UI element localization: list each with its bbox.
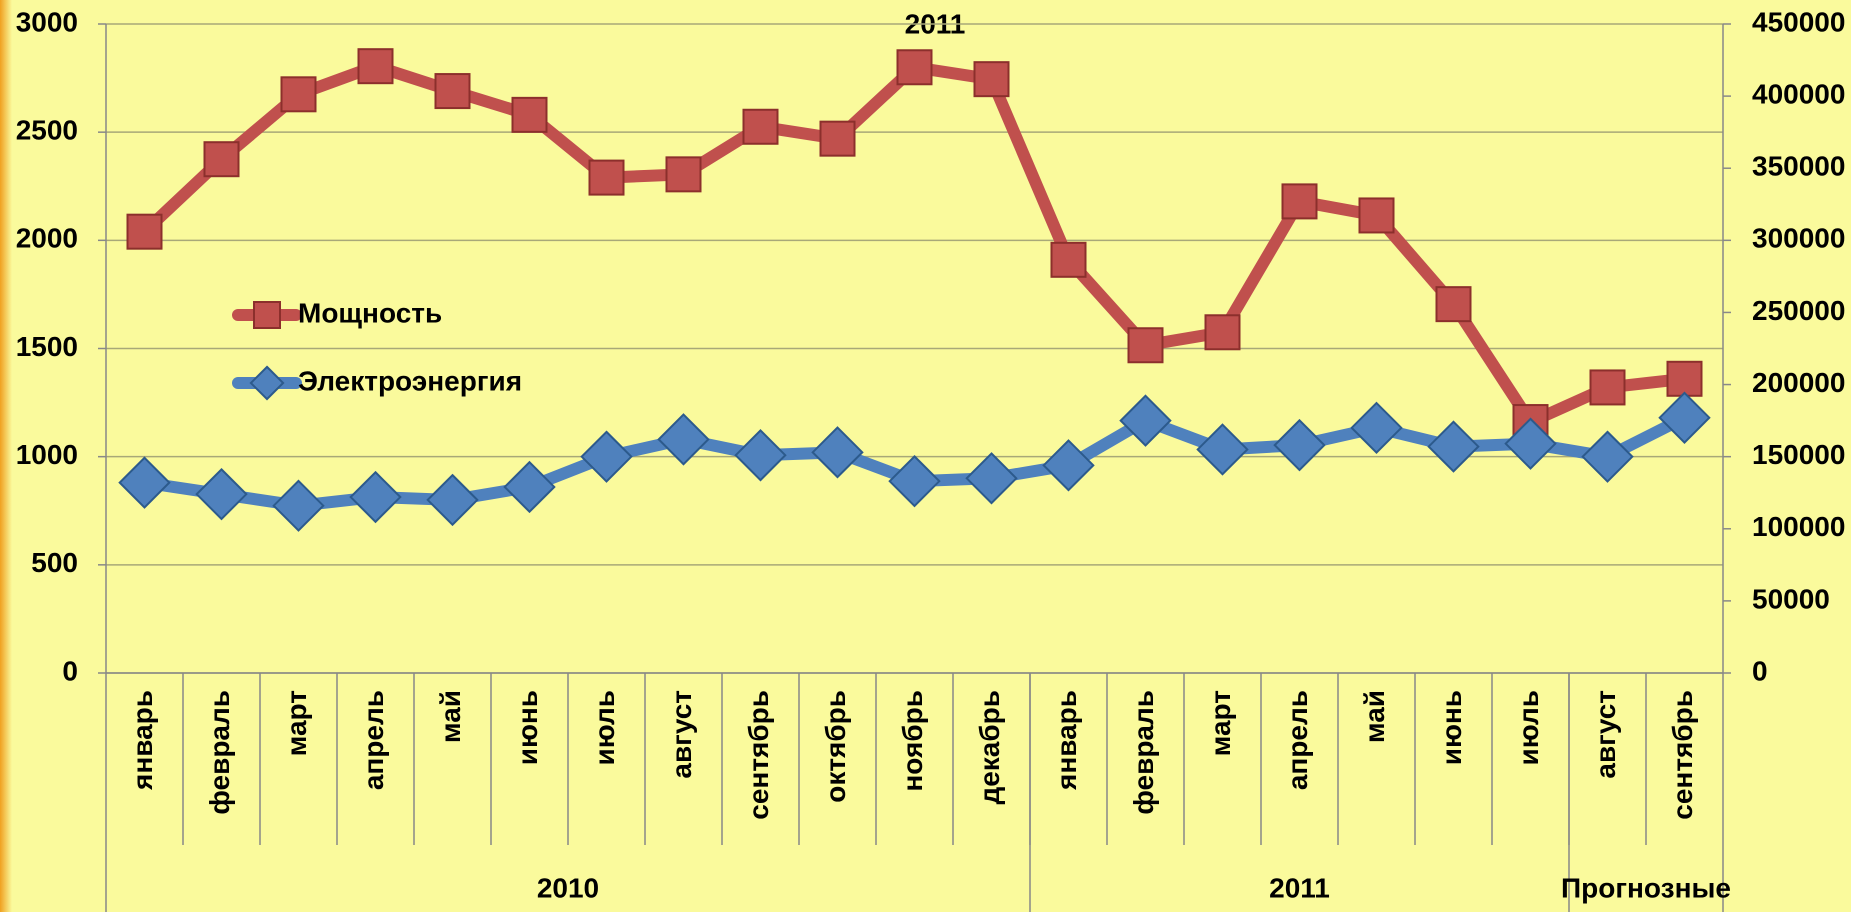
data-point [1196, 423, 1249, 476]
data-point [1658, 391, 1711, 444]
data-point [118, 456, 171, 509]
x-tick-label: январь [127, 690, 158, 791]
data-point [195, 467, 248, 521]
x-tick-label: февраль [204, 690, 235, 815]
data-point [819, 120, 856, 157]
data-point [434, 73, 471, 110]
x-tick-label: март [281, 690, 312, 756]
x-tick-label: июль [1513, 690, 1544, 765]
x-tick-label: апрель [1282, 690, 1313, 790]
x-tick-label: апрель [358, 690, 389, 790]
legend-label: Мощность [298, 297, 442, 328]
y2-tick-label: 300000 [1752, 223, 1845, 254]
x-tick-label: октябрь [820, 690, 851, 803]
group-label: Прогнозные [1561, 872, 1731, 903]
data-point [203, 141, 240, 178]
group-label: 2010 [537, 872, 599, 903]
data-point [734, 429, 787, 482]
data-point [665, 156, 702, 193]
x-tick-label: август [1590, 690, 1621, 779]
y-tick-label: 3000 [16, 6, 78, 37]
y-tick-label: 2000 [16, 223, 78, 254]
data-point [1666, 360, 1703, 397]
group-label: 2011 [1269, 872, 1330, 903]
data-point [503, 460, 556, 514]
x-tick-label: январь [1051, 690, 1082, 791]
data-point [349, 470, 402, 524]
data-point [1504, 417, 1557, 470]
data-point [1042, 439, 1095, 492]
x-tick-label: декабрь [974, 690, 1005, 805]
data-point [973, 61, 1010, 98]
data-point [1127, 327, 1164, 364]
x-tick-label: март [1205, 690, 1236, 756]
y-tick-label: 1000 [16, 439, 78, 470]
x-tick-label: сентябрь [743, 690, 774, 820]
data-point [1427, 420, 1480, 473]
x-tick-label: февраль [1128, 690, 1159, 815]
data-point [580, 430, 633, 483]
x-tick-label: июнь [1436, 690, 1467, 765]
y2-tick-label: 350000 [1752, 151, 1845, 182]
legend-marker [253, 301, 281, 329]
x-tick-label: ноябрь [897, 690, 928, 792]
data-point [1281, 183, 1318, 220]
y2-tick-label: 200000 [1752, 367, 1845, 398]
y-tick-label: 0 [62, 655, 78, 686]
y2-tick-label: 400000 [1752, 79, 1845, 110]
data-point [657, 413, 710, 466]
data-point [272, 479, 325, 532]
data-point [1119, 394, 1172, 447]
y2-tick-label: 50000 [1752, 583, 1830, 614]
data-point [588, 159, 625, 196]
x-tick-label: июнь [512, 690, 543, 765]
y2-tick-label: 0 [1752, 655, 1768, 686]
data-point [896, 49, 933, 86]
x-tick-label: май [435, 690, 466, 743]
data-point [1589, 369, 1626, 406]
y-tick-label: 1500 [16, 331, 78, 362]
legend-label: Электроэнергия [298, 365, 522, 396]
data-point [357, 48, 394, 85]
data-point [280, 76, 317, 113]
y2-tick-label: 450000 [1752, 6, 1845, 37]
data-point [888, 454, 941, 508]
x-tick-label: август [666, 690, 697, 779]
data-point [1435, 286, 1472, 323]
data-point [1204, 314, 1241, 351]
data-point [965, 452, 1018, 505]
y-tick-label: 500 [31, 547, 78, 578]
x-tick-label: май [1359, 690, 1390, 743]
legend-marker [249, 365, 285, 401]
edge-strip [0, 0, 12, 912]
data-point [1581, 430, 1634, 483]
y-tick-label: 2500 [16, 115, 78, 146]
x-tick-label: сентябрь [1667, 690, 1698, 820]
y2-tick-label: 150000 [1752, 439, 1845, 470]
y2-tick-label: 100000 [1752, 511, 1845, 542]
data-point [1050, 241, 1087, 278]
data-point [126, 213, 163, 250]
data-point [811, 426, 864, 479]
data-point [1350, 401, 1403, 455]
data-point [1358, 197, 1395, 234]
data-point [426, 473, 479, 527]
data-point [742, 108, 779, 145]
x-tick-label: июль [589, 690, 620, 765]
y2-tick-label: 250000 [1752, 295, 1845, 326]
data-point [1273, 418, 1326, 472]
data-point [511, 96, 548, 133]
